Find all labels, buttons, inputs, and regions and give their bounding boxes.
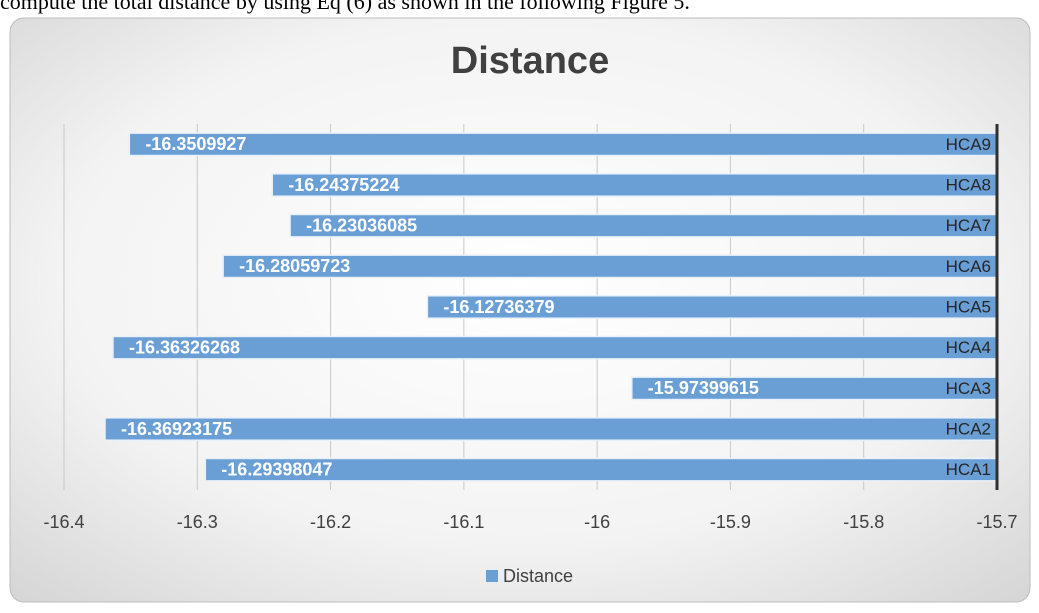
- category-label: HCA5: [946, 297, 991, 316]
- value-label: -15.97399615: [648, 378, 759, 398]
- category-label: HCA6: [946, 257, 991, 276]
- page-text: compute the total distance by using Eq (…: [0, 0, 690, 14]
- category-label: HCA2: [946, 419, 991, 438]
- category-label: HCA8: [946, 175, 991, 194]
- bar: [128, 132, 998, 157]
- category-label: HCA7: [946, 216, 991, 235]
- category-label: HCA1: [946, 460, 991, 479]
- category-label: HCA9: [946, 135, 991, 154]
- legend-label: Distance: [503, 566, 573, 586]
- value-label: -16.29398047: [221, 459, 332, 479]
- value-label: -16.12736379: [443, 297, 554, 317]
- value-label: -16.36326268: [129, 337, 240, 357]
- legend-swatch: [486, 570, 498, 582]
- x-tick-label: -16.2: [310, 512, 351, 532]
- category-label: HCA4: [946, 338, 991, 357]
- value-label: -16.3509927: [145, 134, 246, 154]
- x-tick-label: -16: [584, 512, 610, 532]
- chart-title: Distance: [451, 40, 609, 82]
- value-label: -16.28059723: [239, 256, 350, 276]
- bar: [112, 335, 998, 360]
- value-label: -16.23036085: [306, 215, 417, 235]
- x-tick-label: -15.7: [976, 512, 1017, 532]
- x-tick-label: -15.9: [710, 512, 751, 532]
- x-tick-label: -16.4: [43, 512, 84, 532]
- category-label: HCA3: [946, 379, 991, 398]
- value-label: -16.24375224: [288, 175, 399, 195]
- x-tick-label: -16.1: [443, 512, 484, 532]
- value-label: -16.36923175: [121, 419, 232, 439]
- x-tick-label: -16.3: [177, 512, 218, 532]
- x-tick-label: -15.8: [843, 512, 884, 532]
- bar: [104, 417, 998, 441]
